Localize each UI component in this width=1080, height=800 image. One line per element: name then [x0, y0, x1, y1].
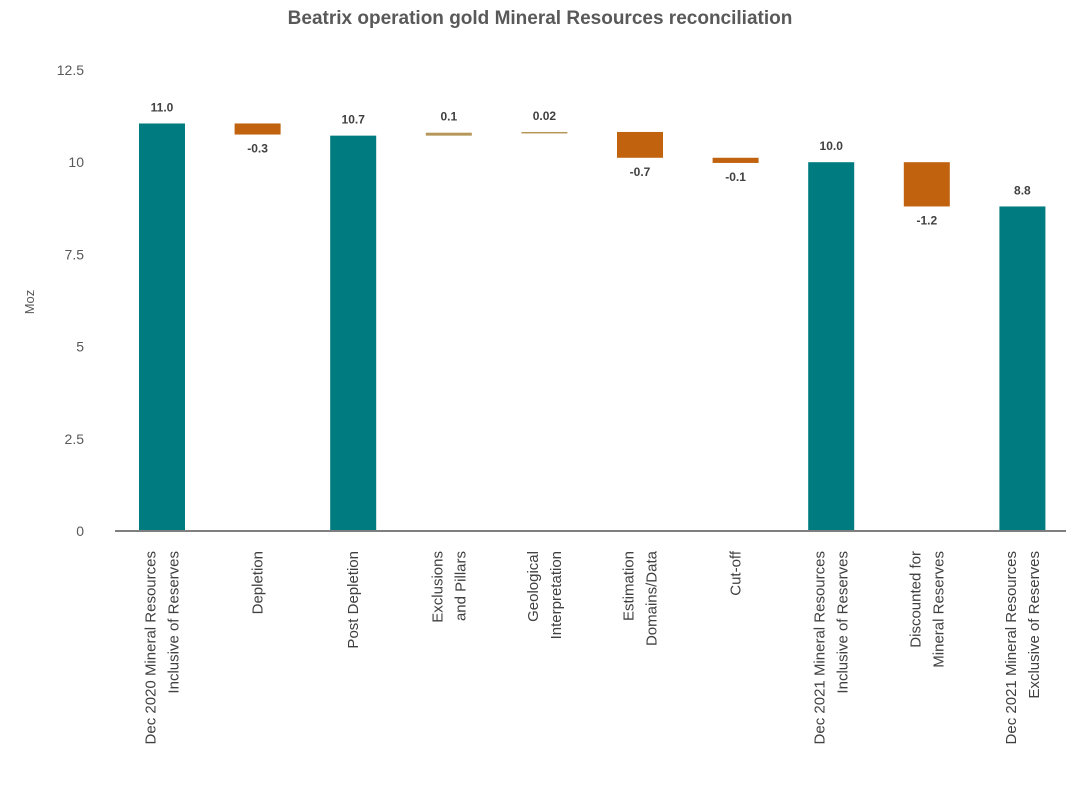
category-label-line: Dec 2020 Mineral Resources — [143, 551, 160, 744]
bar-value-label: -0.1 — [725, 170, 746, 184]
bar — [999, 206, 1046, 531]
category-label-line: Cut-off — [728, 550, 745, 596]
category-label: Geological Interpretation — [525, 551, 565, 639]
bar — [617, 131, 663, 158]
category-label-line: Dec 2021 Mineral Resources — [1003, 551, 1020, 744]
category-label-line: Interpretation — [548, 551, 565, 639]
chart-title: Beatrix operation gold Mineral Resources… — [288, 8, 793, 29]
category-label-line: Mineral Reserves — [930, 551, 947, 668]
bar-value-label: -0.3 — [247, 142, 268, 156]
bar-value-label: 10.0 — [820, 139, 844, 153]
bar — [903, 162, 950, 207]
y-tick-label: 0 — [76, 523, 84, 539]
y-axis-ticks: 0 2.5 5 7.5 10 12.5 — [57, 62, 84, 539]
category-label: Exclusions and Pillars — [429, 551, 469, 623]
category-label-line: Discounted for — [907, 551, 924, 648]
category-label: Estimation Domains/Data — [621, 550, 661, 646]
bar-value-label: 8.8 — [1014, 183, 1031, 197]
category-label-line: Dec 2021 Mineral Resources — [812, 551, 829, 744]
bar-value-label: 0.1 — [440, 110, 457, 124]
y-tick-label: 5 — [76, 339, 84, 355]
y-tick-label: 10 — [68, 154, 84, 170]
bar — [808, 162, 855, 531]
category-label-line: and Pillars — [452, 551, 469, 621]
category-label: Post Depletion — [345, 551, 362, 649]
bar — [712, 157, 759, 163]
category-label: Dec 2021 Mineral Resources Exclusive of R… — [1003, 551, 1043, 744]
bar-value-label: 0.02 — [533, 109, 557, 123]
y-axis-title: Moz — [22, 290, 37, 315]
category-label-line: Inclusive of Reserves — [166, 551, 183, 694]
category-label-line: Depletion — [250, 551, 267, 614]
data-labels: 11.0 -0.3 10.7 0.1 0.02 -0.7 -0.1 10.0 -1.2 8.8 — [151, 100, 1031, 227]
category-label-line: Exclusions — [429, 551, 446, 623]
bar-value-label: -0.7 — [630, 165, 651, 179]
bar — [330, 135, 377, 531]
y-tick-label: 12.5 — [57, 62, 84, 78]
bars — [139, 123, 1046, 531]
y-tick-label: 7.5 — [65, 246, 85, 262]
category-label: Cut-off — [728, 550, 745, 596]
bar — [234, 123, 281, 135]
bar — [425, 132, 472, 136]
bar-value-label: -1.2 — [916, 213, 937, 227]
category-label: Discounted for Mineral Reserves — [907, 551, 947, 668]
category-label: Dec 2020 Mineral Resources Inclusive of R… — [143, 551, 183, 744]
bar — [139, 123, 185, 531]
category-label-line: Inclusive of Reserves — [835, 551, 852, 694]
category-label-line: Geological — [525, 551, 542, 622]
bar-value-label: 11.0 — [151, 100, 174, 114]
category-label-line: Estimation — [621, 551, 638, 621]
bar — [521, 131, 568, 134]
category-label-line: Exclusive of Reserves — [1026, 551, 1043, 699]
y-tick-label: 2.5 — [65, 431, 85, 447]
category-label: Depletion — [250, 551, 267, 614]
bar-value-label: 10.7 — [342, 113, 366, 127]
category-label-line: Post Depletion — [345, 551, 362, 649]
category-label: Dec 2021 Mineral Resources Inclusive of R… — [812, 551, 852, 744]
category-label-line: Domains/Data — [644, 550, 661, 646]
category-labels: Dec 2020 Mineral Resources Inclusive of R… — [143, 550, 1043, 744]
